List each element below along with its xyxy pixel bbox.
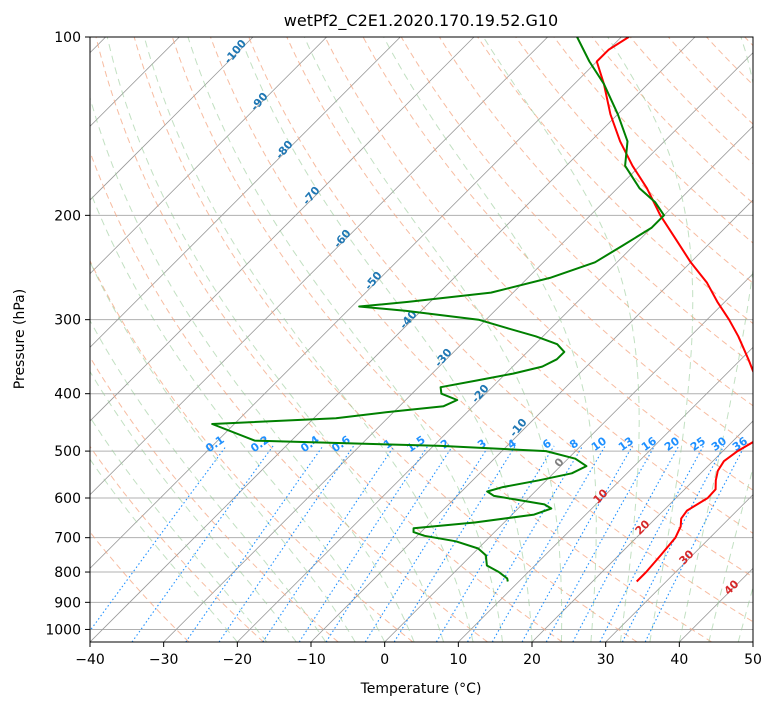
mixing-ratio-line [131, 445, 274, 642]
mixing-ratio-line [262, 445, 395, 642]
x-tick-label: 10 [449, 652, 467, 668]
mixing-ratio-line [621, 445, 725, 642]
moist-adiabat-line [90, 370, 297, 642]
dry-adiabat-line [171, 37, 712, 642]
moist-adiabat-line [90, 260, 356, 642]
y-tick-label: 700 [54, 531, 81, 547]
moist-adiabat-line [482, 37, 640, 642]
moist-adiabat-line [143, 37, 474, 642]
moist-adiabat-line [90, 189, 386, 642]
moist-adiabat-line [678, 37, 753, 642]
dry-adiabat-line [629, 37, 753, 165]
moist-adiabat-line [607, 37, 694, 642]
dry-adiabat-line [133, 37, 638, 642]
moist-adiabat-line [90, 96, 415, 642]
isotherm-line [605, 494, 753, 642]
y-tick-label: 200 [54, 208, 81, 224]
isotherm-line [90, 37, 475, 422]
isotherm-line [163, 52, 753, 642]
x-tick-label: 30 [597, 652, 615, 668]
moist-adiabat-line [383, 37, 597, 642]
dry-adiabat-line [477, 37, 753, 325]
dry-adiabat-line [515, 37, 753, 284]
dry-adiabat-line [362, 37, 753, 449]
mixing-ratio-line [644, 445, 746, 642]
x-tick-label: 40 [670, 652, 688, 668]
dry-adiabat-line [248, 37, 753, 578]
dry-adiabat-line [210, 37, 753, 623]
dewpoint-profile [211, 37, 665, 582]
isotherm-line [90, 37, 401, 348]
mixing-ratio-line [467, 445, 584, 642]
isotherm-line [531, 420, 753, 642]
moist-adiabat-line [90, 319, 327, 642]
isotherm-line [90, 37, 622, 569]
mixing-ratio-lines [90, 445, 746, 642]
x-tick-label: 0 [380, 652, 389, 668]
moist-adiabat-line [106, 37, 445, 642]
x-tick-label: 50 [744, 652, 762, 668]
moist-adiabat-line [303, 37, 563, 642]
mixing-ratio-line [298, 445, 429, 642]
mixing-ratio-line [521, 445, 633, 642]
isotherm-grid [90, 37, 753, 642]
moist-adiabat-line [708, 466, 753, 642]
y-tick-label: 1000 [45, 622, 81, 638]
y-axis-ticks: 100 200 300 400 500 600 700 800 900 1000 [45, 30, 90, 638]
mixing-ratio-line [491, 445, 606, 642]
mixing-ratio-line [90, 445, 227, 632]
isobar-grid [90, 37, 753, 630]
y-tick-label: 500 [54, 444, 81, 460]
y-tick-label: 300 [54, 313, 81, 329]
y-axis-label: Pressure (hPa) [12, 289, 28, 389]
x-axis-label: Temperature (°C) [360, 681, 482, 697]
y-tick-label: 400 [54, 387, 81, 403]
x-tick-label: −20 [223, 652, 253, 668]
chart-title: wetPf2_C2E1.2020.170.19.52.G10 [284, 11, 558, 31]
plot-frame [89, 36, 754, 643]
dry-adiabat-line [90, 445, 264, 642]
isotherm-line [90, 37, 548, 496]
isotherm-line [384, 273, 753, 642]
dry-adiabat-line [90, 259, 414, 642]
y-tick-label: 100 [54, 30, 81, 46]
mixing-ratio-line [572, 445, 680, 642]
mixing-ratio-line [325, 445, 454, 642]
mixing-ratio-line [599, 445, 704, 642]
dry-adiabat-line [95, 37, 563, 642]
sounding-profiles [211, 37, 753, 583]
mixing-ratio-line [545, 445, 656, 642]
temperature-profile [595, 37, 753, 583]
y-tick-label: 800 [54, 565, 81, 581]
dry-adiabats [90, 37, 753, 642]
y-tick-label: 900 [54, 595, 81, 611]
x-axis-ticks: −40 −30 −20 −10 0 10 20 30 40 50 [75, 642, 762, 668]
dry-adiabat-line [591, 37, 753, 204]
moist-adiabat-line [90, 416, 268, 642]
isotherm-line [237, 125, 753, 642]
isotherm-line [90, 37, 696, 642]
isotherm-line [90, 37, 327, 275]
x-tick-label: −40 [75, 652, 105, 668]
dry-adiabat-line [400, 37, 753, 407]
x-tick-label: 20 [523, 652, 541, 668]
moist-adiabat-line [187, 37, 503, 642]
x-tick-label: −30 [149, 652, 179, 668]
dry-adiabat-line [324, 37, 753, 491]
mixing-ratio-line [364, 445, 490, 642]
y-tick-label: 600 [54, 491, 81, 507]
x-tick-label: −10 [296, 652, 326, 668]
isotherm-line [90, 37, 254, 201]
